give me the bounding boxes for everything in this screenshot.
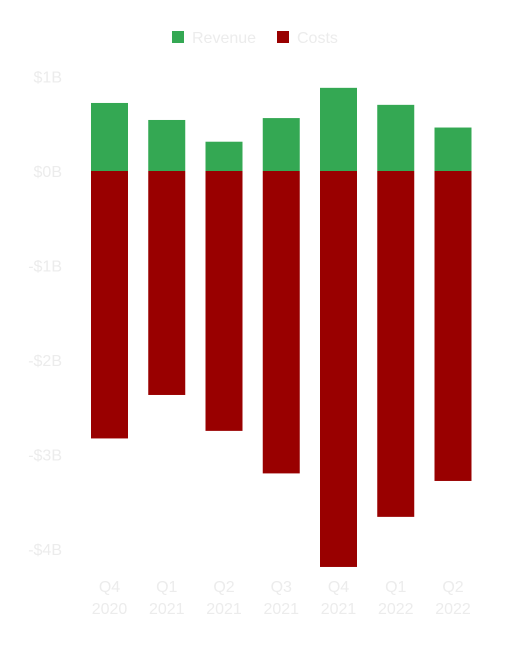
x-tick-label: 2021 — [149, 601, 185, 618]
x-axis: Q4 2020 Q1 2021 Q2 2021 Q3 2021 Q4 2021 Q1 2022 Q2 20… — [92, 579, 471, 618]
x-tick-label: Q4 — [99, 579, 120, 596]
y-tick-label: -$2B — [28, 353, 62, 370]
x-tick-label: 2021 — [321, 601, 357, 618]
bar-revenue — [434, 127, 472, 171]
x-tick-label: 2021 — [263, 601, 299, 618]
x-tick-label: 2020 — [92, 601, 128, 618]
y-tick-label: -$4B — [28, 542, 62, 559]
bar-costs — [320, 171, 357, 567]
bar-costs — [91, 171, 128, 439]
y-tick-label: -$1B — [28, 259, 62, 276]
x-tick-label: Q2 — [213, 579, 234, 596]
y-tick-label: $0B — [34, 164, 62, 181]
bar-costs — [148, 171, 186, 395]
legend-label-revenue: Revenue — [192, 30, 256, 47]
legend: Revenue Costs — [172, 30, 338, 47]
bar-revenue — [377, 104, 415, 171]
legend-swatch-revenue — [172, 31, 184, 43]
bar-revenue — [205, 141, 243, 171]
y-axis: $1B $0B -$1B -$2B -$3B -$4B — [28, 70, 62, 560]
x-tick-label: 2022 — [435, 601, 471, 618]
bar-costs — [377, 171, 415, 517]
x-tick-label: Q1 — [385, 579, 406, 596]
bars — [91, 87, 472, 567]
x-tick-label: Q2 — [442, 579, 463, 596]
legend-swatch-costs — [277, 31, 289, 43]
x-tick-label: 2021 — [206, 601, 242, 618]
bar-revenue — [262, 118, 300, 171]
bar-costs — [262, 171, 300, 474]
x-tick-label: Q4 — [328, 579, 349, 596]
bar-revenue — [320, 87, 357, 171]
x-tick-label: 2022 — [378, 601, 414, 618]
bar-revenue — [148, 119, 186, 171]
bar-revenue — [91, 102, 128, 171]
bar-costs — [205, 171, 243, 431]
x-tick-label: Q3 — [271, 579, 292, 596]
legend-label-costs: Costs — [297, 30, 338, 47]
y-tick-label: $1B — [34, 70, 62, 87]
x-tick-label: Q1 — [156, 579, 177, 596]
y-tick-label: -$3B — [28, 448, 62, 465]
bar-costs — [434, 171, 472, 481]
